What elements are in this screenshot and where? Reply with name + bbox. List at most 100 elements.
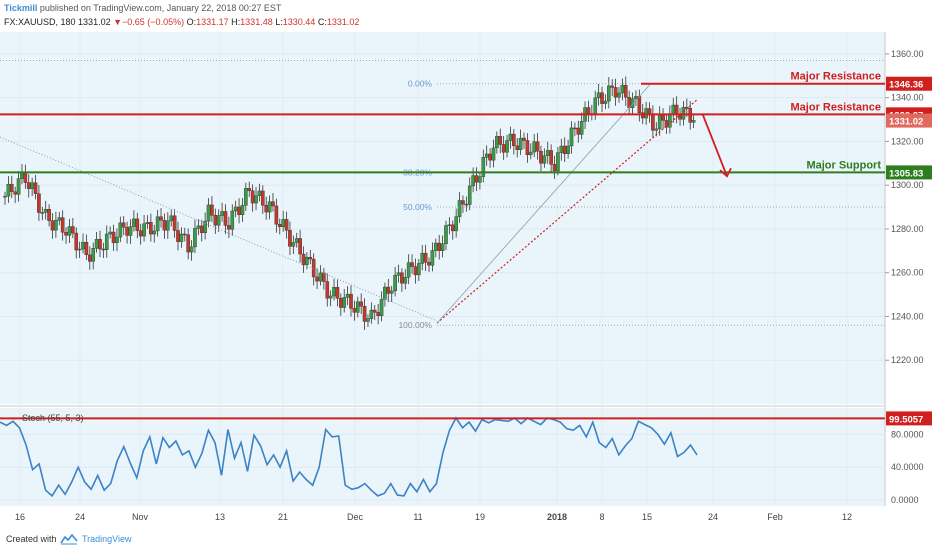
candle-body [152, 230, 157, 235]
candle-body [518, 137, 523, 150]
candle-body [244, 188, 248, 206]
candle-body [98, 239, 102, 250]
support-price-tag: 1305.83 [889, 168, 923, 179]
candle-body [30, 182, 34, 189]
time-axis-label: Dec [347, 512, 364, 522]
price-axis-label: 1300.00 [891, 180, 924, 190]
price-axis-label: 1360.00 [891, 49, 924, 59]
candle-body [308, 256, 313, 260]
price-change: −0.65 (−0.05%) [122, 17, 185, 27]
candle-body [247, 188, 252, 191]
candle-body [454, 216, 458, 232]
candle-body [410, 262, 414, 267]
time-axis-label: 12 [842, 512, 852, 522]
candle-body [372, 309, 377, 313]
candle-body [491, 147, 496, 161]
price-axis-label: 1240.00 [891, 311, 924, 321]
candle-body [342, 297, 347, 308]
candle-body [104, 233, 109, 250]
high-value: 1331.48 [240, 17, 273, 27]
candle-body [681, 107, 686, 120]
candle-body [600, 92, 604, 104]
chart-footer: Created with TradingView [0, 530, 932, 550]
candle-body [47, 209, 51, 221]
candle-body [67, 226, 72, 236]
tradingview-link[interactable]: TradingView [82, 534, 132, 544]
candle-body [271, 201, 275, 207]
candle-body [94, 239, 99, 249]
candle-body [237, 206, 241, 215]
candle-body [322, 272, 326, 282]
candle-body [657, 114, 662, 130]
candle-body [118, 222, 123, 238]
candle-body [471, 175, 475, 187]
candle-body [26, 182, 31, 189]
candle-body [6, 183, 11, 197]
fib-level-label: 100.00% [398, 320, 432, 330]
price-chart[interactable]: 1360.00 1340.00 1320.00 1300.00 1280.00 1260.… [0, 32, 932, 530]
candle-body [393, 275, 397, 292]
candle-body [233, 206, 238, 212]
candle-body [196, 225, 201, 229]
time-axis-label: 19 [475, 512, 485, 522]
candle-body [284, 219, 289, 231]
candle-body [674, 104, 679, 115]
candle-body [84, 241, 89, 256]
candle-body [261, 190, 265, 206]
candle-body [3, 195, 7, 198]
time-axis-label: 2018 [547, 512, 567, 522]
candle-body [508, 133, 513, 141]
candle-body [37, 193, 41, 213]
candle-body [16, 178, 21, 195]
price-axis-label: 1280.00 [891, 224, 924, 234]
publisher-name[interactable]: Tickmill [4, 3, 38, 13]
candle-body [413, 266, 418, 276]
candle-body [57, 217, 62, 221]
candle-body [495, 136, 499, 149]
candle-body [501, 144, 506, 153]
candle-body [257, 190, 262, 196]
candle-body [101, 248, 106, 251]
time-axis-label: 24 [75, 512, 85, 522]
candle-body [525, 140, 530, 156]
projection-arrow-head [719, 167, 732, 178]
candle-body [596, 92, 601, 99]
candle-body [464, 203, 469, 206]
chart-area[interactable]: 1360.00 1340.00 1320.00 1300.00 1280.00 1260.… [0, 32, 932, 530]
candle-body [288, 230, 292, 247]
time-axis-label: 24 [708, 512, 718, 522]
candle-body [403, 277, 408, 284]
candle-body [603, 100, 608, 104]
candle-body [535, 141, 540, 152]
candle-body [607, 85, 611, 102]
candle-body [159, 216, 163, 221]
candle-body [189, 246, 194, 253]
candle-body [349, 293, 353, 309]
candle-body [64, 232, 68, 236]
symbol-line: FX:XAUUSD, 180 1331.02 ▼−0.65 (−0.05%) O… [4, 17, 359, 27]
candle-body [556, 152, 560, 172]
symbol-label[interactable]: FX:XAUUSD, 180 [4, 17, 76, 27]
candle-body [576, 127, 581, 135]
candle-body [420, 252, 425, 264]
candle-body [267, 201, 272, 213]
candle-body [54, 220, 58, 231]
candle-body [355, 301, 360, 313]
candle-body [71, 226, 75, 234]
resistance-price-tag-1-box [886, 76, 932, 91]
candle-body [277, 223, 282, 228]
candle-body [661, 114, 665, 121]
candle-body [488, 153, 492, 161]
candle-body [138, 230, 143, 237]
candle-body [481, 157, 486, 177]
candle-body [434, 242, 438, 251]
candle-body [444, 225, 448, 245]
candle-body [437, 242, 441, 251]
candle-body [562, 145, 567, 154]
candle-body [461, 200, 465, 205]
trendline-down [0, 136, 438, 322]
candle-body [505, 140, 509, 153]
price-axis-label: 1320.00 [891, 136, 924, 146]
time-axis-label: 8 [599, 512, 604, 522]
change-down-icon: ▼ [113, 17, 123, 27]
